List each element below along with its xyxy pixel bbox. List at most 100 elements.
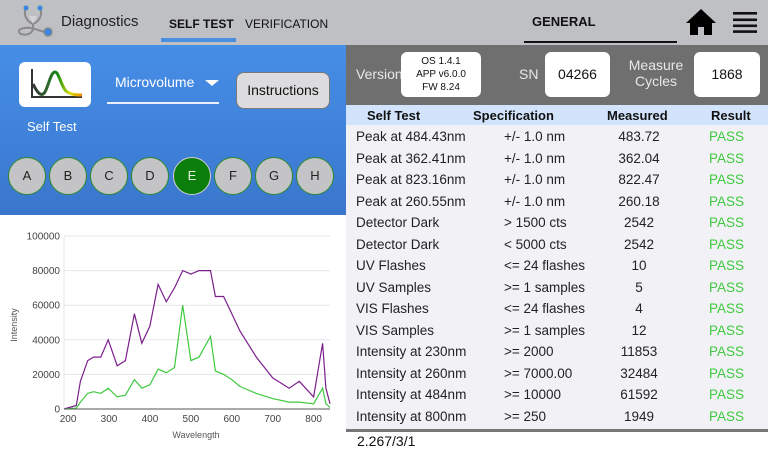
measured-cell: 12 (631, 322, 647, 338)
measured-cell: 5 (635, 279, 643, 295)
table-row: VIS Samples >= 1 samples 12 PASS (346, 320, 768, 342)
measure-cycles-label-line2: Cycles (634, 73, 677, 89)
active-tab-indicator (161, 38, 236, 42)
table-row: Detector Dark > 1500 cts 2542 PASS (346, 212, 768, 234)
well-b[interactable]: B (49, 157, 87, 195)
well-f[interactable]: F (214, 157, 252, 195)
column-header-measured: Measured (607, 108, 668, 123)
y-tick-label: 40000 (32, 335, 60, 346)
hamburger-menu-icon[interactable] (733, 11, 757, 33)
footer-code: 2.267/3/1 (357, 433, 416, 449)
result-cell: PASS (709, 322, 745, 338)
y-axis-label: Intensity (9, 308, 19, 342)
green-spectrum-line (63, 305, 331, 410)
table-row: UV Samples >= 1 samples 5 PASS (346, 277, 768, 299)
x-tick-label: 400 (142, 414, 159, 425)
specification-cell: >= 7000.00 (504, 365, 573, 381)
result-cell: PASS (709, 215, 745, 230)
result-cell: PASS (709, 301, 745, 316)
measured-cell: 4 (635, 301, 643, 316)
table-row: Peak at 260.55nm +/- 1.0 nm 260.18 PASS (346, 191, 768, 213)
x-tick-label: 200 (60, 414, 77, 425)
x-axis-ticks: 200 300 400 500 600 700 800 (60, 414, 323, 425)
table-row: Intensity at 484nm >= 10000 61592 PASS (346, 384, 768, 406)
os-version: OS 1.4.1 (421, 56, 461, 67)
mode-dropdown[interactable]: Microvolume (107, 67, 219, 104)
result-cell: PASS (709, 193, 745, 209)
well-d[interactable]: D (131, 157, 169, 195)
tab-general[interactable]: GENERAL (532, 14, 596, 29)
y-axis-ticks: 100000 80000 60000 40000 20000 0 (27, 232, 61, 416)
measured-cell: 10 (631, 258, 647, 273)
specification-cell: >= 2000 (504, 344, 554, 359)
y-tick-label: 20000 (32, 370, 60, 381)
spectrum-curve-icon (31, 69, 83, 98)
result-cell: PASS (709, 279, 745, 295)
well-h[interactable]: H (296, 157, 334, 195)
self-test-label: Self Test (27, 119, 77, 134)
result-cell: PASS (709, 344, 745, 359)
tab-self-test[interactable]: SELF TEST (169, 17, 234, 31)
serial-number-value: 04266 (545, 52, 610, 97)
table-row: Intensity at 230nm >= 2000 11853 PASS (346, 341, 768, 363)
specification-cell: +/- 1.0 nm (504, 129, 566, 144)
measured-cell: 61592 (620, 387, 658, 402)
specification-cell: +/- 1.0 nm (504, 193, 566, 209)
test-name-cell: Intensity at 260nm (356, 365, 467, 381)
instrument-info-bar: Version OS 1.4.1 APP v6.0.0 FW 8.24 SN 0… (346, 45, 768, 105)
tab-verification[interactable]: VERIFICATION (245, 17, 329, 31)
measure-cycles-label: Measure Cycles (624, 57, 688, 89)
test-name-cell: UV Samples (356, 279, 432, 295)
measured-cell: 260.18 (618, 193, 660, 209)
well-c[interactable]: C (90, 157, 128, 195)
specification-cell: > 1500 cts (504, 215, 567, 230)
table-bottom-divider (346, 429, 768, 432)
y-tick-label: 80000 (32, 266, 60, 277)
caret-down-icon (205, 80, 219, 86)
self-test-results-table: Self Test Specification Measured Result … (346, 105, 768, 430)
table-row: Detector Dark < 5000 cts 2542 PASS (346, 234, 768, 256)
x-axis-label: Wavelength (172, 430, 219, 440)
version-label: Version (356, 66, 403, 82)
sn-label: SN (519, 66, 539, 82)
well-a[interactable]: A (8, 157, 46, 195)
home-icon[interactable] (685, 8, 717, 36)
result-cell: PASS (709, 408, 745, 424)
stethoscope-icon (18, 5, 53, 37)
result-cell: PASS (709, 150, 745, 166)
test-name-cell: Intensity at 484nm (356, 387, 467, 402)
specification-cell: <= 24 flashes (504, 258, 586, 273)
app-title: Diagnostics (61, 13, 139, 30)
table-row: UV Flashes <= 24 flashes 10 PASS (346, 255, 768, 277)
result-cell: PASS (709, 365, 745, 381)
column-header-self-test: Self Test (367, 108, 421, 123)
column-header-result: Result (711, 108, 751, 123)
specification-cell: +/- 1.0 nm (504, 150, 566, 166)
well-g[interactable]: G (255, 157, 293, 195)
y-tick-label: 60000 (32, 301, 60, 312)
app-version: APP v6.0.0 (416, 69, 466, 80)
x-tick-label: 500 (183, 414, 200, 425)
measured-cell: 11853 (620, 344, 658, 359)
test-name-cell: Intensity at 800nm (356, 408, 467, 424)
specification-cell: >= 1 samples (504, 279, 586, 295)
y-tick-label: 0 (54, 405, 60, 416)
self-test-tile[interactable] (19, 62, 91, 107)
mode-dropdown-value: Microvolume (115, 74, 195, 90)
well-e[interactable]: E (173, 157, 211, 195)
table-row: Peak at 484.43nm +/- 1.0 nm 483.72 PASS (346, 126, 768, 148)
test-name-cell: Intensity at 230nm (356, 344, 467, 359)
instructions-button[interactable]: Instructions (236, 72, 330, 109)
test-name-cell: UV Flashes (356, 258, 426, 273)
measured-cell: 32484 (620, 365, 658, 381)
measured-cell: 2542 (623, 215, 655, 230)
measured-cell: 2542 (623, 236, 655, 252)
measure-cycles-value: 1868 (694, 52, 760, 97)
specification-cell: >= 10000 (504, 387, 562, 402)
x-tick-label: 300 (101, 414, 118, 425)
test-name-cell: Peak at 260.55nm (356, 193, 466, 209)
specification-cell: >= 250 (504, 408, 547, 424)
top-app-bar: Diagnostics SELF TEST VERIFICATION GENER… (0, 0, 768, 45)
x-tick-label: 700 (264, 414, 281, 425)
result-cell: PASS (709, 172, 745, 187)
